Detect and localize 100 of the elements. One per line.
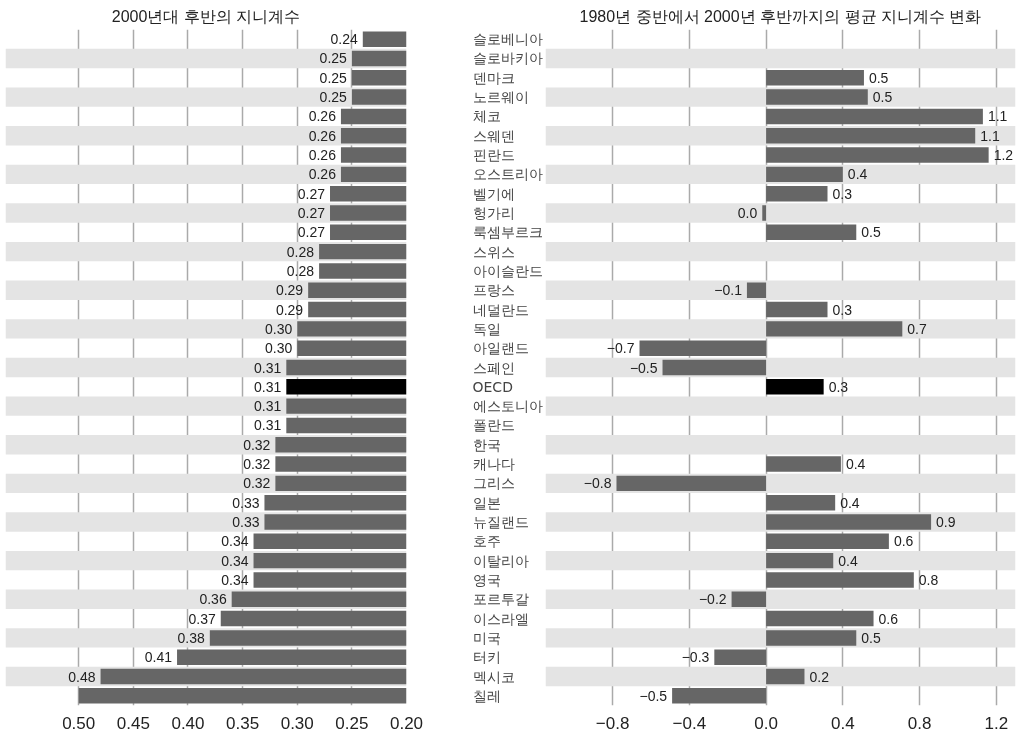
data-label: 0.32 <box>243 436 271 453</box>
data-label: 0.5 <box>872 89 893 106</box>
y-tick-label: 노르웨이 <box>472 89 529 106</box>
x-tick-label: 0.30 <box>280 713 314 733</box>
data-label: 0.31 <box>254 398 282 415</box>
data-label: 0.5 <box>861 224 881 241</box>
data-label: 0.41 <box>144 649 173 666</box>
y-tick-label: 덴마크 <box>472 69 515 86</box>
y-tick-label: 슬로바키아 <box>472 50 543 67</box>
y-tick-label: 아이슬란드 <box>472 262 543 279</box>
data-label: 0.25 <box>319 69 348 86</box>
data-label: 0.26 <box>308 166 337 183</box>
data-label: 0.27 <box>297 185 326 202</box>
data-label: 0.6 <box>893 533 914 550</box>
data-label: 0.37 <box>188 610 216 627</box>
y-tick-label: 헝가리 <box>472 204 515 221</box>
bar <box>766 630 857 646</box>
data-label: 0.6 <box>878 610 899 627</box>
y-tick-label: 스위스 <box>472 243 515 260</box>
y-tick-label: 프랑스 <box>472 282 515 299</box>
y-tick-label: 아일랜드 <box>472 340 529 357</box>
x-tick-label: −0.4 <box>672 713 707 733</box>
bar <box>766 224 857 241</box>
bar <box>766 166 843 183</box>
data-label: −0.3 <box>681 649 710 666</box>
x-tick-label: 0.4 <box>831 713 855 733</box>
data-label: 0.4 <box>840 494 860 511</box>
data-label: −0.5 <box>629 359 658 376</box>
bar <box>766 533 889 550</box>
data-label: 0.29 <box>275 301 304 318</box>
data-label: 0.26 <box>308 147 337 164</box>
chart-title: 1980년 중반에서 2000년 후반까지의 평균 지니계수 변화 <box>579 7 982 25</box>
y-tick-label: OECD <box>472 378 513 395</box>
data-label: 0.25 <box>319 50 348 67</box>
chart-title: 2000년대 후반의 지니계수 <box>111 7 301 25</box>
data-label: 1.2 <box>993 147 1014 164</box>
y-tick-label: 슬로베니아 <box>472 31 543 48</box>
y-tick-label: 스웨덴 <box>472 127 515 144</box>
data-label: 0.33 <box>232 494 260 511</box>
data-label: 0.34 <box>221 571 249 588</box>
y-tick-label: 에스토니아 <box>472 398 543 415</box>
bar <box>762 205 767 221</box>
data-label: 0.8 <box>918 571 939 588</box>
bar <box>662 359 767 376</box>
y-tick-label: 네덜란드 <box>472 301 529 318</box>
bar <box>746 282 767 298</box>
data-label: 0.3 <box>832 301 853 318</box>
data-label: −0.1 <box>714 282 743 299</box>
data-label: 0.30 <box>264 340 293 357</box>
x-tick-label: 0.0 <box>754 713 778 733</box>
data-label: 0.5 <box>868 69 889 86</box>
bar <box>714 649 767 665</box>
data-label: −0.8 <box>583 475 612 492</box>
data-label: 0.28 <box>286 262 315 279</box>
data-label: 0.25 <box>319 89 348 106</box>
x-tick-label: 0.45 <box>116 713 150 733</box>
bar <box>766 185 828 202</box>
data-label: 0.9 <box>936 514 956 531</box>
data-label: 0.31 <box>254 378 282 395</box>
bar <box>766 321 903 337</box>
data-label: 0.34 <box>221 533 249 550</box>
bar <box>639 340 767 356</box>
data-label: 0.32 <box>243 456 271 473</box>
data-label: 0.7 <box>907 320 927 337</box>
y-tick-label: 한국 <box>472 436 501 453</box>
data-label: 0.5 <box>861 629 881 646</box>
data-label: 0.29 <box>275 282 304 299</box>
bar <box>731 591 767 607</box>
data-label: 1.1 <box>987 108 1008 125</box>
y-tick-label: 이탈리아 <box>472 552 529 569</box>
bar <box>766 668 805 685</box>
data-label: 0.31 <box>254 359 282 376</box>
bar <box>616 475 767 492</box>
y-tick-label: 스페인 <box>472 359 515 376</box>
y-tick-label: 핀란드 <box>472 147 515 164</box>
data-label: 0.48 <box>68 668 96 685</box>
data-label: −0.7 <box>606 340 635 357</box>
data-label: 0.3 <box>832 185 853 202</box>
y-tick-label: 칠레 <box>472 687 501 704</box>
bar <box>672 688 767 704</box>
y-tick-label: 캐나다 <box>472 456 515 473</box>
data-label: 0.31 <box>254 417 282 434</box>
x-tick-label: 1.2 <box>984 713 1009 733</box>
x-tick-label: 0.20 <box>389 713 424 733</box>
bar <box>766 552 834 569</box>
bar <box>766 301 828 318</box>
data-label: 0.0 <box>737 204 758 221</box>
bar <box>766 494 836 511</box>
y-tick-label: 뉴질랜드 <box>472 514 529 531</box>
data-label: 1.1 <box>980 127 1000 144</box>
bar <box>766 572 914 588</box>
data-label: −0.2 <box>698 591 727 608</box>
y-tick-label: 이스라엘 <box>472 610 529 627</box>
y-tick-label: 미국 <box>472 629 501 646</box>
y-tick-label: 폴란드 <box>472 417 515 434</box>
bar <box>766 610 874 627</box>
x-tick-label: 0.8 <box>907 713 932 733</box>
y-tick-label: 영국 <box>472 571 501 588</box>
data-label: 0.38 <box>177 629 206 646</box>
y-tick-label: 벨기에 <box>472 185 515 202</box>
